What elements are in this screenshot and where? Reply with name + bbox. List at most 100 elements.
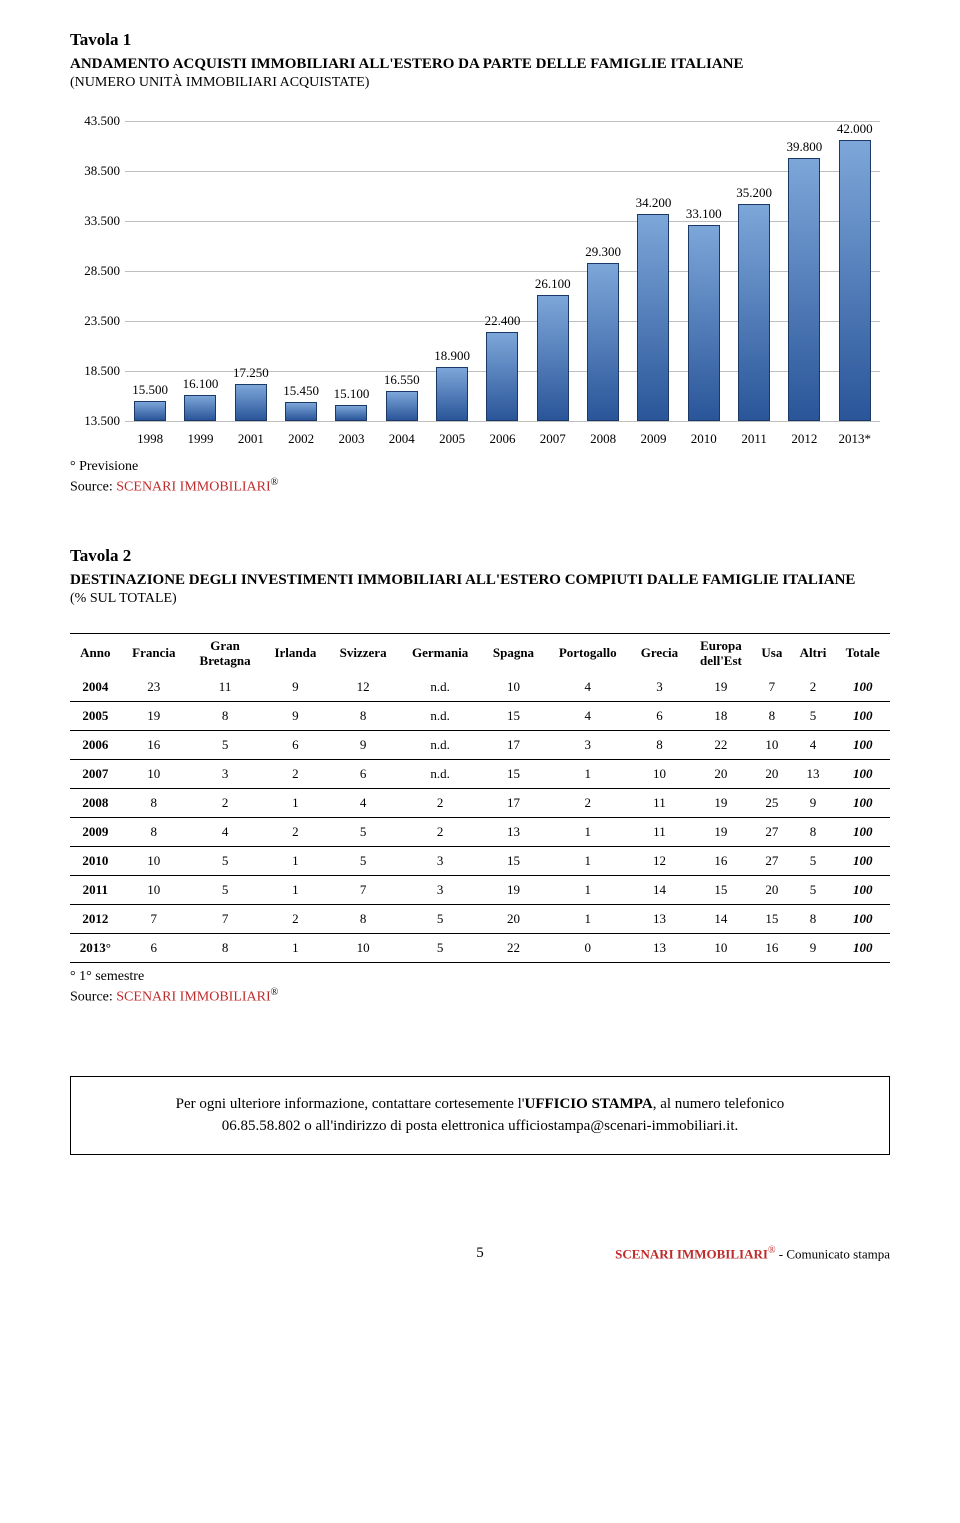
bar-value-label: 15.450 [283,383,319,399]
table-cell: 19 [482,875,546,904]
table-cell: 15 [482,846,546,875]
table-cell: 8 [791,904,836,933]
bar-value-label: 17.250 [233,365,269,381]
x-axis-label: 2002 [276,426,326,451]
table-cell: 15 [482,759,546,788]
bar-slot: 16.100 [175,121,225,421]
table-cell: 100 [835,846,890,875]
source-name: SCENARI IMMOBILIARI [116,480,270,495]
table-cell: 15 [482,701,546,730]
y-axis-label: 38.500 [70,163,120,179]
table-cell: 11 [630,817,689,846]
table-cell: 1 [263,788,327,817]
table-cell: 22 [482,933,546,962]
table-cell: 14 [630,875,689,904]
tavola2-section: Tavola 2 DESTINAZIONE DEGLI INVESTIMENTI… [70,546,890,1006]
table-cell: 9 [263,701,327,730]
table-cell: 9 [328,730,399,759]
table-cell: 20 [689,759,753,788]
bar-slot: 29.300 [578,121,628,421]
x-axis-label: 2006 [477,426,527,451]
table-cell: 27 [753,846,790,875]
table-cell: 16 [753,933,790,962]
bar-slot: 39.800 [779,121,829,421]
tavola1-section: Tavola 1 ANDAMENTO ACQUISTI IMMOBILIARI … [70,30,890,496]
table-cell: 2013° [70,933,121,962]
table-cell: 7 [328,875,399,904]
table-cell: 3 [545,730,630,759]
table-cell: 5 [328,846,399,875]
table-cell: 2008 [70,788,121,817]
bar-value-label: 29.300 [585,244,621,260]
table-cell: 2 [545,788,630,817]
table-row: 20042311912n.d.10431972100 [70,673,890,702]
grid-line [125,421,880,422]
tavola2-label: Tavola 2 [70,546,890,566]
table-cell: 20 [753,759,790,788]
table-cell: 8 [791,817,836,846]
table-cell: 2 [791,673,836,702]
x-axis-label: 2009 [628,426,678,451]
bar-slot: 33.100 [679,121,729,421]
table-row: 20111051731911415205100 [70,875,890,904]
table-cell: 11 [187,673,263,702]
table-row: 2009842521311119278100 [70,817,890,846]
table-cell: 10 [121,875,187,904]
table-cell: 18 [689,701,753,730]
y-axis-label: 43.500 [70,113,120,129]
table-cell: 6 [630,701,689,730]
table-row: 2012772852011314158100 [70,904,890,933]
bar-rect [688,225,720,421]
table-header: Irlanda [263,633,327,673]
table-cell: 1 [545,817,630,846]
table-cell: 100 [835,730,890,759]
table-cell: 100 [835,875,890,904]
table-cell: 1 [545,759,630,788]
table-cell: 6 [328,759,399,788]
bar-value-label: 39.800 [787,139,823,155]
table-cell: 6 [121,933,187,962]
bar-value-label: 15.500 [132,382,168,398]
tavola2-subtitle: (% SUL TOTALE) [70,591,890,607]
table-row: 200519898n.d.15461885100 [70,701,890,730]
table-cell: 4 [791,730,836,759]
tavola2-note: ° 1° semestre [70,969,890,985]
x-axis-label: 2003 [326,426,376,451]
table-cell: 5 [399,933,482,962]
table-cell: n.d. [399,730,482,759]
bar-value-label: 34.200 [636,195,672,211]
bar-rect [537,295,569,421]
bar-value-label: 26.100 [535,276,571,292]
tavola1-subtitle: (NUMERO UNITÀ IMMOBILIARI ACQUISTATE) [70,75,890,91]
table-cell: 9 [791,933,836,962]
table-cell: 19 [689,788,753,817]
x-axis-label: 2010 [679,426,729,451]
table-cell: 3 [399,875,482,904]
table-cell: 4 [545,701,630,730]
table-cell: 10 [121,759,187,788]
table-row: 20101051531511216275100 [70,846,890,875]
table-cell: 13 [630,904,689,933]
table-header: Grecia [630,633,689,673]
table-row: 2013°6811052201310169100 [70,933,890,962]
bar-chart: 43.50038.50033.50028.50023.50018.50013.5… [70,121,890,451]
tavola1-title: ANDAMENTO ACQUISTI IMMOBILIARI ALL'ESTER… [70,56,890,73]
x-axis-label: 1999 [175,426,225,451]
table-cell: 14 [689,904,753,933]
table-cell: 1 [545,875,630,904]
page-footer: 5 SCENARI IMMOBILIARI® - Comunicato stam… [70,1245,890,1262]
x-axis-label: 1998 [125,426,175,451]
x-axis-label: 2001 [226,426,276,451]
table-cell: 8 [187,701,263,730]
bar-slot: 17.250 [226,121,276,421]
table-cell: 10 [328,933,399,962]
table-cell: 2 [187,788,263,817]
bar-rect [235,384,267,422]
table-header: Svizzera [328,633,399,673]
table-cell: 8 [187,933,263,962]
table-cell: 2010 [70,846,121,875]
bar-slot: 42.000 [830,121,880,421]
table-cell: 15 [753,904,790,933]
table-cell: 25 [753,788,790,817]
table-cell: 10 [630,759,689,788]
